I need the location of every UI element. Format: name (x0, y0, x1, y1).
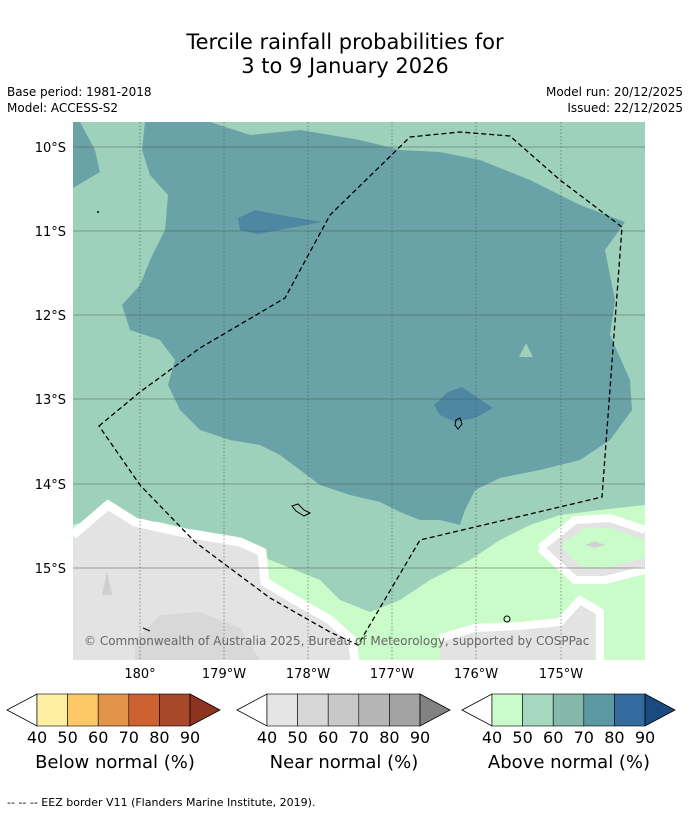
colorbar-near-bin-60 (327, 693, 360, 727)
colorbar-below-tick-40: 40 (27, 728, 47, 747)
colorbar-below: 40 50 60 70 80 90 (6, 693, 221, 747)
colorbar-below-bin-50 (67, 693, 99, 727)
island-central (454, 417, 463, 430)
above-normal-label: Above normal (%) (487, 752, 651, 773)
colorbar-above-tick-60: 60 (543, 728, 563, 747)
graticule (73, 122, 645, 660)
copyright-notice: © Commonwealth of Australia 2025, Bureau… (84, 634, 589, 648)
no-data-band-south (438, 594, 604, 660)
near-normal-label: Near normal (%) (269, 752, 419, 773)
colorbar-near-min-arrow (236, 693, 268, 727)
lon-label-179w: 179°W (202, 667, 246, 682)
above-50-spot (519, 343, 533, 357)
below-normal-label: Below normal (%) (35, 752, 195, 773)
colorbar-below-tick-60: 60 (88, 728, 108, 747)
model-run: Model run: 20/12/2025 (545, 85, 683, 99)
colorbar-near-tick-40: 40 (257, 728, 277, 747)
colorbar-above-min-arrow (461, 693, 493, 727)
near-normal-area-east-inner (560, 528, 645, 568)
island-southwest (142, 627, 151, 632)
colorbar-below-tick-50: 50 (57, 728, 77, 747)
colorbar-near-tick-90: 90 (410, 728, 430, 747)
near-normal-speck (102, 572, 112, 595)
probability-contours (73, 122, 645, 660)
colorbar-above-tick-50: 50 (512, 728, 532, 747)
colorbar-above-bin-40 (491, 693, 523, 727)
colorbar-below-tick-70: 70 (119, 728, 139, 747)
island-southeast (503, 615, 511, 623)
colorbar-above-bin-60 (552, 693, 585, 727)
lon-label-178w: 178°W (286, 667, 330, 682)
colorbars: 40 50 60 70 80 90 40 50 60 70 80 90 40 50 60 70 80 90 (6, 693, 676, 747)
issued-date: Issued: 22/12/2025 (567, 101, 683, 115)
lat-label-14s: 14°S (35, 478, 66, 493)
colorbar-near-tick-70: 70 (349, 728, 369, 747)
colorbar-above-tick-90: 90 (635, 728, 655, 747)
near-normal-speck-east (585, 541, 605, 548)
colorbar-below-max-arrow (189, 693, 221, 727)
colorbar-below-bin-40 (36, 693, 68, 727)
near-normal-area-west (73, 505, 360, 660)
colorbar-below-min-arrow (6, 693, 38, 727)
colorbar-below-bin-60 (97, 693, 130, 727)
colorbar-near-bin-40 (266, 693, 298, 727)
no-data-band (73, 499, 360, 660)
colorbar-above-tick-80: 80 (604, 728, 624, 747)
title-line-2: 3 to 9 January 2026 (241, 54, 449, 78)
colorbar-near-bin-50 (297, 693, 329, 727)
colorbar-above-tick-70: 70 (574, 728, 594, 747)
island-south (291, 503, 312, 517)
above-70-patch-central (434, 387, 493, 422)
colorbar-above-bin-50 (522, 693, 554, 727)
eez-legend: -- -- -- EEZ border V11 (Flanders Marine… (7, 796, 316, 809)
lat-label-15s: 15°S (35, 562, 66, 577)
base-period: Base period: 1981-2018 (7, 85, 152, 99)
above-70-patch-north (238, 210, 322, 234)
lon-label-175w: 175°W (539, 667, 583, 682)
lon-label-176w: 176°W (454, 667, 498, 682)
no-data-band-east (537, 513, 645, 584)
colorbar-near-tick-60: 60 (318, 728, 338, 747)
colorbar-below-tick-90: 90 (180, 728, 200, 747)
lat-label-10s: 10°S (35, 141, 66, 156)
colorbar-above-tick-40: 40 (482, 728, 502, 747)
run-info: Model run: 20/12/2025 Issued: 22/12/2025 (546, 84, 683, 116)
map-title: Tercile rainfall probabilities for 3 to … (0, 30, 690, 78)
colorbar-near-bin-70 (358, 693, 390, 727)
colorbar-above-max-arrow (644, 693, 676, 727)
model-name: Model: ACCESS-S2 (7, 101, 119, 115)
colorbar-near-max-arrow (419, 693, 451, 727)
lat-label-11s: 11°S (35, 225, 66, 240)
model-info: Base period: 1981-2018 Model: ACCESS-S2 (7, 84, 152, 116)
colorbar-above-bin-70 (583, 693, 615, 727)
colorbar-below-tick-80: 80 (149, 728, 169, 747)
colorbar-below-bin-70 (128, 693, 160, 727)
colorbar-near: 40 50 60 70 80 90 (236, 693, 451, 747)
colorbar-above: 40 50 60 70 80 90 (461, 693, 676, 747)
colorbar-below-bin-80 (159, 693, 191, 727)
colorbar-near-tick-50: 50 (287, 728, 307, 747)
lon-label-180: 180° (124, 667, 155, 682)
island-northwest (97, 211, 99, 213)
lat-label-13s: 13°S (35, 393, 66, 408)
title-line-1: Tercile rainfall probabilities for (186, 30, 504, 54)
near-normal-area-west-shade (135, 612, 260, 660)
colorbar-above-bin-80 (614, 693, 646, 727)
lon-label-177w: 177°W (370, 667, 414, 682)
colorbar-near-bin-80 (389, 693, 421, 727)
colorbar-near-tick-80: 80 (379, 728, 399, 747)
lat-label-12s: 12°S (35, 309, 66, 324)
eez-border (98, 131, 623, 646)
above-60-corner (73, 122, 100, 188)
